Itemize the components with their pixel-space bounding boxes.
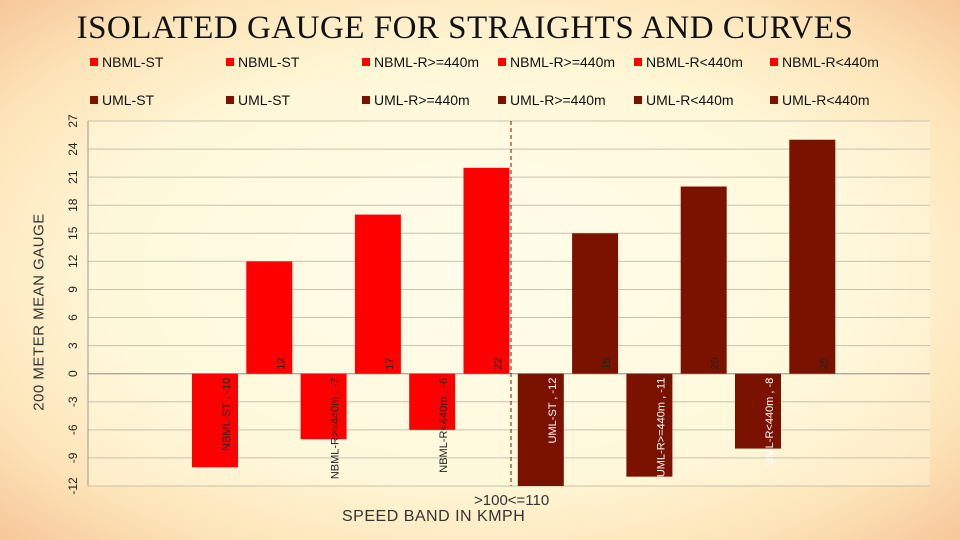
- legend-item: UML-ST: [90, 92, 154, 108]
- legend-item: NBML-R>=440m: [498, 54, 615, 70]
- legend-swatch: [770, 58, 778, 66]
- legend-item: NBML-ST: [90, 54, 163, 70]
- legend-swatch: [770, 96, 778, 104]
- legend-label: NBML-R>=440m: [374, 54, 480, 70]
- bar-uml-r-440m-neg: [735, 373, 781, 449]
- data-label: UML-R>=440m , -11: [655, 378, 667, 477]
- y-tick-label: 9: [66, 286, 80, 293]
- legend-item: NBML-R<440m: [634, 54, 743, 70]
- bar-nbml-r-440m-pos: [354, 214, 401, 374]
- bar-uml-st-neg: [517, 373, 564, 486]
- y-tick-label: -3: [66, 396, 80, 407]
- legend-swatch: [90, 96, 98, 104]
- legend-label: UML-R<440m: [646, 92, 734, 108]
- legend-label: UML-ST: [238, 92, 291, 108]
- data-label: NBML-ST , -10: [221, 378, 233, 451]
- legend-swatch: [362, 96, 370, 104]
- x-axis-label: SPEED BAND IN KMPH: [342, 508, 526, 525]
- legend-item: UML-R>=440m: [362, 92, 470, 108]
- bar-uml-r-440m-pos: [789, 139, 836, 374]
- data-label: 17: [384, 357, 396, 369]
- legend-swatch: [226, 96, 234, 104]
- legend-swatch: [362, 58, 370, 66]
- legend-label: NBML-R>=440m: [510, 54, 616, 70]
- y-tick-label: 15: [66, 226, 80, 240]
- data-label: UML-ST , -12: [547, 378, 559, 444]
- legend-swatch: [634, 96, 642, 104]
- legend-item: NBML-R<440m: [770, 54, 879, 70]
- y-tick-label: 0: [66, 370, 80, 377]
- data-label: NBML-R>=440m , -7: [330, 378, 342, 479]
- legend-label: UML-R>=440m: [374, 92, 470, 108]
- legend-label: NBML-R<440m: [646, 54, 743, 70]
- y-tick-label: -9: [66, 452, 80, 463]
- legend-swatch: [634, 58, 642, 66]
- data-label: 12: [275, 357, 287, 369]
- bar-nbml-r-440m-pos: [463, 167, 510, 374]
- bar-uml-r-440m-neg: [626, 373, 673, 477]
- y-tick-label: 24: [66, 142, 80, 156]
- y-tick-label: 12: [66, 254, 80, 268]
- bar-nbml-r-440m-neg: [300, 373, 347, 440]
- legend-label: NBML-R<440m: [782, 54, 879, 70]
- y-tick-label: 27: [66, 114, 80, 128]
- legend-swatch: [498, 96, 506, 104]
- data-label: 25: [818, 357, 830, 369]
- y-tick-label: -6: [66, 424, 80, 435]
- y-tick-label: 3: [66, 342, 80, 349]
- legend-item: NBML-ST: [226, 54, 299, 70]
- legend-swatch: [498, 58, 506, 66]
- x-category-label: >100<=110: [474, 492, 550, 509]
- y-tick-label: 6: [66, 314, 80, 321]
- data-label: 20: [710, 357, 722, 369]
- bar-nbml-r-440m-neg: [409, 373, 456, 430]
- bar-uml-st-pos: [572, 233, 619, 374]
- bar-uml-r-440m-pos: [680, 186, 727, 374]
- legend-label: UML-R<440m: [782, 92, 870, 108]
- legend-item: UML-R<440m: [634, 92, 734, 108]
- bar-nbml-st-pos: [246, 261, 293, 374]
- y-tick-label: 18: [66, 198, 80, 212]
- data-label: UML-R<440m , -8: [764, 378, 776, 466]
- bar-nbml-st-neg: [192, 373, 238, 468]
- data-label: 22: [493, 357, 505, 369]
- legend-label: UML-ST: [102, 92, 155, 108]
- legend-item: UML-R>=440m: [498, 92, 606, 108]
- legend-label: UML-R>=440m: [510, 92, 606, 108]
- chart-title: ISOLATED GAUGE FOR STRAIGHTS AND CURVES: [76, 10, 854, 46]
- y-tick-label: 21: [66, 170, 80, 184]
- y-tick-label: -12: [66, 477, 80, 495]
- data-label: NBML-R<440m , -6: [438, 378, 450, 473]
- legend-item: UML-R<440m: [770, 92, 870, 108]
- legend-swatch: [226, 58, 234, 66]
- legend-swatch: [90, 58, 98, 66]
- legend-label: NBML-ST: [238, 54, 300, 70]
- data-label: 15: [601, 357, 613, 369]
- legend-label: NBML-ST: [102, 54, 164, 70]
- legend-item: UML-ST: [226, 92, 290, 108]
- legend-item: NBML-R>=440m: [362, 54, 479, 70]
